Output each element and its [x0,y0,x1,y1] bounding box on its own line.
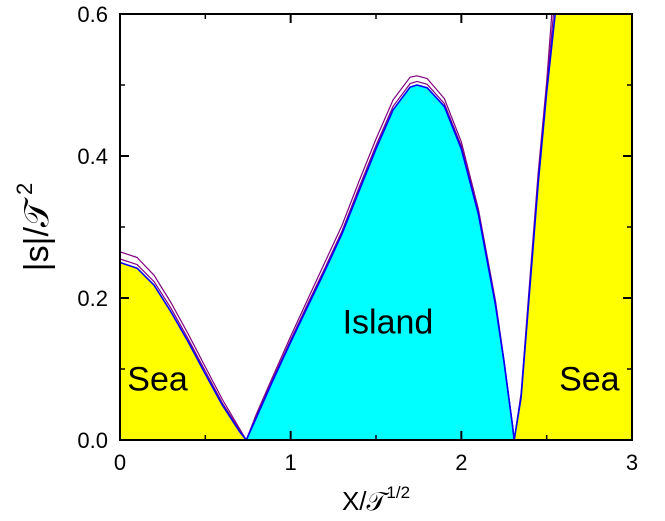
x-tick-label: 0 [114,450,126,475]
boundary-curves [119,13,556,441]
x-tick-label: 1 [285,450,297,475]
island-fill [246,85,515,440]
y-tick-label: 0.0 [77,428,108,453]
sea-left-fill [120,262,247,440]
region-fills [120,14,632,440]
y-tick-label: 0.6 [77,2,108,27]
axis-labels: X/𝒯1/2 |s|/𝒯2 [12,183,410,516]
x-axis-label: X/𝒯1/2 [342,483,410,516]
y-tick-label: 0.2 [77,286,108,311]
region-label-sea: Sea [559,360,620,398]
axis-ticks: 0 1 2 3 0.0 0.2 0.4 0.6 [77,2,638,475]
y-axis-label: |s|/𝒯2 [12,183,56,271]
region-labels: Sea Island Sea [127,304,619,399]
y-tick-label: 0.4 [77,144,108,169]
region-label-island: Island [343,304,434,342]
x-tick-label: 2 [455,450,467,475]
x-tick-label: 3 [626,450,638,475]
region-label-sea: Sea [127,360,188,398]
boundary-curve-0 [119,13,556,441]
sea-right-fill [514,14,632,440]
